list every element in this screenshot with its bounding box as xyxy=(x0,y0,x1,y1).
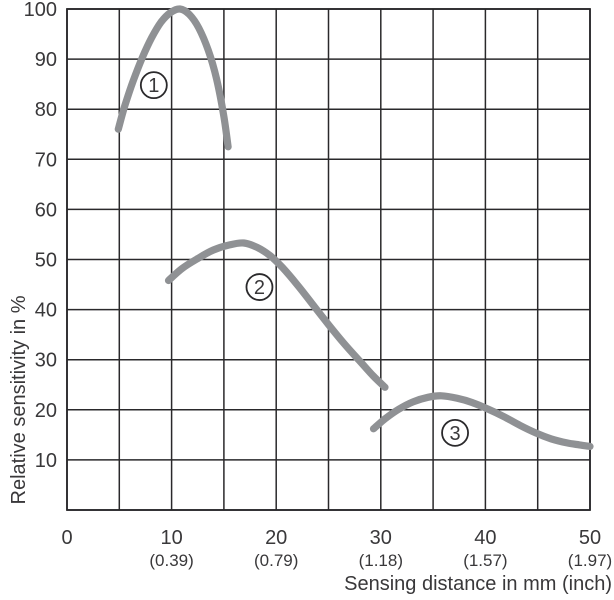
y-tick-label: 80 xyxy=(35,99,57,121)
x-tick-label-inch: (0.39) xyxy=(149,551,193,570)
x-tick-label-mm: 40 xyxy=(474,527,496,549)
plot-border xyxy=(66,8,591,511)
x-tick-label-mm: 20 xyxy=(265,527,287,549)
curve-3-badge-circle xyxy=(441,418,469,447)
curve-1 xyxy=(114,5,232,151)
x-tick-label-mm: 50 xyxy=(579,527,601,549)
x-tick-label-inch: (1.18) xyxy=(359,551,403,570)
curve-1-badge-circle xyxy=(139,71,168,100)
curve-3-badge-number: 3 xyxy=(450,423,461,445)
x-tick-label-mm: 0 xyxy=(61,527,72,549)
x-tick-label-mm: 10 xyxy=(160,527,182,549)
y-tick-label: 90 xyxy=(35,49,57,71)
curve-2-badge-circle xyxy=(245,273,274,301)
y-tick-label: 100 xyxy=(24,0,57,21)
curve-3 xyxy=(369,392,594,450)
y-tick-label: 20 xyxy=(35,400,57,422)
y-tick-label: 40 xyxy=(35,300,57,322)
y-tick-label: 10 xyxy=(35,450,57,472)
x-tick-label-inch: (1.97) xyxy=(568,551,612,570)
y-tick-label: 30 xyxy=(35,350,57,372)
y-tick-label: 60 xyxy=(35,199,57,221)
y-tick-label: 70 xyxy=(35,149,57,171)
curves-layer xyxy=(114,5,594,450)
curve-1-badge-number: 1 xyxy=(148,75,159,97)
curve-2 xyxy=(164,239,389,391)
x-axis-title: Sensing distance in mm (inch) xyxy=(344,573,612,595)
x-tick-label-inch: (0.79) xyxy=(254,551,298,570)
curve-number-badges: 1 2 3 xyxy=(139,71,469,447)
x-tick-label-mm: 30 xyxy=(370,527,392,549)
grid-layer xyxy=(66,8,591,511)
curve-2-badge-number: 2 xyxy=(254,277,265,299)
x-tick-label-inch: (1.57) xyxy=(463,551,507,570)
y-tick-label: 50 xyxy=(35,250,57,272)
y-axis-title: Relative sensitivity in % xyxy=(8,295,30,504)
